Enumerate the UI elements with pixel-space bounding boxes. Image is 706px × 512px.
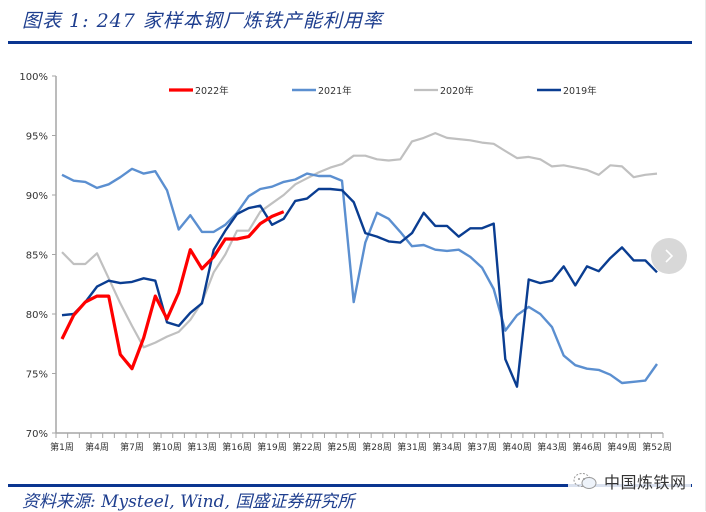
legend-item-2022: 2022年 — [169, 85, 229, 97]
series-line-2019 — [61, 187, 658, 388]
svg-text:2019年: 2019年 — [563, 85, 597, 97]
source-divider — [8, 484, 692, 487]
legend-item-2019: 2019年 — [537, 85, 597, 97]
y-tick-label: 90% — [26, 191, 48, 202]
svg-text:2021年: 2021年 — [318, 85, 352, 97]
x-tick-label: 第16周 — [222, 441, 251, 453]
svg-text:2022年: 2022年 — [195, 85, 229, 97]
x-tick-label: 第4周 — [85, 441, 109, 453]
x-tick-label: 第13周 — [187, 441, 216, 453]
x-tick-label: 第25周 — [327, 441, 356, 453]
chart-title: 图表 1: 247 家样本钢厂炼铁产能利用率 — [22, 10, 383, 32]
wechat-icon — [573, 473, 597, 489]
x-tick-label: 第22周 — [292, 441, 321, 453]
x-tick-label: 第10周 — [152, 441, 181, 453]
next-button[interactable] — [651, 238, 687, 274]
chevron-right-icon — [665, 249, 674, 263]
x-tick-label: 第31周 — [397, 441, 426, 453]
y-tick-label: 100% — [19, 72, 48, 83]
x-tick-label: 第52周 — [642, 441, 671, 453]
x-tick-label: 第1周 — [50, 441, 74, 453]
x-tick-label: 第37周 — [467, 441, 496, 453]
y-tick-label: 75% — [26, 370, 48, 381]
x-tick-label: 第28周 — [362, 441, 391, 453]
x-tick-label: 第34周 — [432, 441, 461, 453]
watermark-text: 中国炼铁网 — [604, 473, 687, 492]
x-tick-label: 第49周 — [607, 441, 636, 453]
legend-item-2020: 2020年 — [414, 85, 474, 97]
x-tick-label: 第19周 — [257, 441, 286, 453]
x-tick-label: 第46周 — [572, 441, 601, 453]
x-tick-label: 第40周 — [502, 441, 531, 453]
y-tick-label: 80% — [26, 310, 48, 321]
x-tick-label: 第43周 — [537, 441, 566, 453]
y-tick-label: 85% — [26, 251, 48, 262]
series-line-2022 — [60, 210, 285, 371]
legend-item-2021: 2021年 — [292, 85, 352, 97]
series-line-2020 — [61, 131, 658, 349]
chart-canvas: 70%75%80%85%90%95%100%第1周 第4周 第7周 第10周 第13周第… — [19, 72, 671, 453]
y-tick-label: 95% — [26, 132, 48, 143]
y-tick-label: 70% — [26, 429, 48, 440]
watermark: 中国炼铁网 — [568, 470, 691, 492]
line-chart: 70% 75% 80% 85% 90% 95% 100% 第1周 第4周 第7周 第10周 第13周第… — [0, 50, 706, 460]
svg-text:2020年: 2020年 — [440, 85, 474, 97]
source-note: 资料来源: Mysteel, Wind, 国盛证券研究所 — [22, 492, 355, 512]
title-divider — [8, 41, 692, 44]
series-line-2021 — [61, 167, 658, 385]
x-tick-label: 第7周 — [120, 441, 144, 453]
